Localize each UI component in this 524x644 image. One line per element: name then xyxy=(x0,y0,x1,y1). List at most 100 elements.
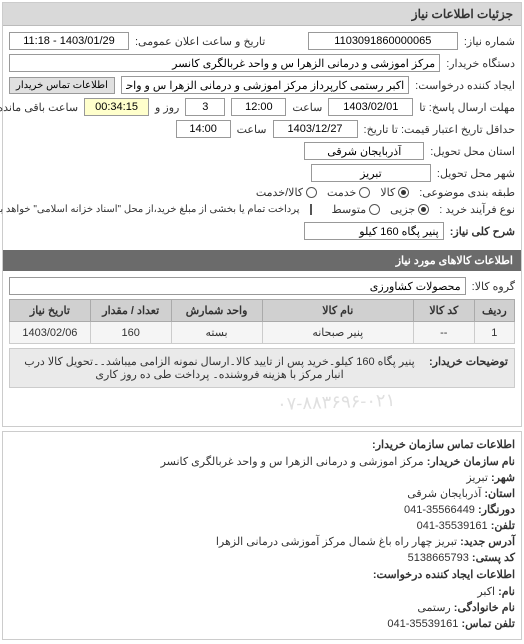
buy-small-label: جزیی xyxy=(390,203,415,216)
row-valid: حداقل تاریخ اعتبار قیمت: تا تاریخ: ساعت xyxy=(9,120,515,138)
row-request-no: شماره نیاز: تاریخ و ساعت اعلان عمومی: xyxy=(9,32,515,50)
contact-surname-label: نام خانوادگی: xyxy=(454,602,515,614)
table-header-cell: ردیف xyxy=(474,300,514,322)
contact-city-label: شهر: xyxy=(491,472,515,484)
contact-fax-label: دورنگار: xyxy=(478,504,515,516)
contact-surname-line: نام خانوادگی: رستمی xyxy=(9,601,515,614)
contact-org: مرکز اموزشی و درمانی الزهرا س و واحد غرب… xyxy=(161,456,424,468)
row-subject-class: طبقه بندی موضوعی: کالا خدمت کالا/خدمت xyxy=(9,186,515,199)
contact-address-label: آدرس جدید: xyxy=(460,536,515,548)
table-body: 1--پنیر صبحانهبسته1601403/02/06 xyxy=(10,322,515,344)
deadline-date-input[interactable] xyxy=(328,98,413,116)
buy-med-label: متوسط xyxy=(332,203,367,216)
buyer-org-label: دستگاه خریدار: xyxy=(446,57,515,70)
table-cell: -- xyxy=(414,322,475,344)
radio-kala-khadamat[interactable]: کالا/خدمت xyxy=(256,186,317,199)
contact-postal-label: کد پستی: xyxy=(472,552,515,564)
creator-title: اطلاعات ایجاد کننده درخواست: xyxy=(9,568,515,581)
row-buyer-org: دستگاه خریدار: xyxy=(9,54,515,72)
creator-label: ایجاد کننده درخواست: xyxy=(415,79,515,92)
table-cell: 1 xyxy=(474,322,514,344)
radio-khadamat-label: خدمت xyxy=(327,186,356,199)
row-creator: ایجاد کننده درخواست: اطلاعات تماس خریدار xyxy=(9,76,515,94)
contact-province: آذربایجان شرقی xyxy=(407,488,481,500)
desc-block: توضیحات خریدار: پنیر پگاه 160 کیلو۔خرید … xyxy=(9,348,515,388)
deadline-hour-input[interactable] xyxy=(231,98,286,116)
contact-address: تبریز چهار راه باغ شمال مرکز آموزشی درما… xyxy=(216,536,457,548)
main-panel: جزئیات اطلاعات نیاز شماره نیاز: تاریخ و … xyxy=(2,2,522,427)
radio-buy-med[interactable]: متوسط xyxy=(332,203,381,216)
table-header-cell: کد کالا xyxy=(414,300,475,322)
table-header-cell: تعداد / مقدار xyxy=(90,300,171,322)
table-cell: بسته xyxy=(171,322,262,344)
valid-label: حداقل تاریخ اعتبار قیمت: تا تاریخ: xyxy=(364,123,515,136)
row-need-title: شرح کلی نیاز: xyxy=(9,222,515,240)
contact-org-line: نام سازمان خریدار: مرکز اموزشی و درمانی … xyxy=(9,455,515,468)
contact-phone: 35539161-041 xyxy=(417,520,488,532)
contact-phone-label: تلفن: xyxy=(491,520,515,532)
contact-phone2-label: تلفن تماس: xyxy=(461,618,515,630)
group-input[interactable] xyxy=(9,277,466,295)
panel-title: جزئیات اطلاعات نیاز xyxy=(3,3,521,26)
items-body: گروه کالا: ردیفکد کالانام کالاواحد شمارش… xyxy=(3,271,521,426)
contact-address-line: آدرس جدید: تبریز چهار راه باغ شمال مرکز … xyxy=(9,535,515,548)
contact-name-line: نام: اکبر xyxy=(9,585,515,598)
pay-checkbox[interactable] xyxy=(310,204,312,215)
contact-fax-line: دورنگار: 35566449-041 xyxy=(9,503,515,516)
watermark-area: ۰۷-۸۸۳۶۹۶-۰۲۱ xyxy=(9,388,515,420)
buyer-org-input[interactable] xyxy=(9,54,440,72)
desc-label: توضیحات خریدار: xyxy=(423,355,508,381)
valid-hour-label: ساعت xyxy=(237,123,267,136)
row-buy-type: نوع فرآیند خرید : جزیی متوسط پرداخت تمام… xyxy=(9,203,515,216)
contact-fax: 35566449-041 xyxy=(404,504,475,516)
deadline-hour-label: ساعت xyxy=(292,101,322,114)
radio-kala-khadamat-label: کالا/خدمت xyxy=(256,186,303,199)
valid-date-input[interactable] xyxy=(273,120,358,138)
radio-kala[interactable]: کالا xyxy=(380,186,409,199)
radio-dot-icon xyxy=(418,204,429,215)
contact-surname: رستمی xyxy=(417,602,450,614)
contact-city: تبریز xyxy=(466,472,488,484)
contact-block: اطلاعات تماس سازمان خریدار: نام سازمان خ… xyxy=(2,431,522,640)
radio-dot-icon xyxy=(306,187,317,198)
desc-text: پنیر پگاه 160 کیلو۔خرید پس از تایید کالا… xyxy=(16,355,423,381)
row-province: استان محل تحویل: xyxy=(9,142,515,160)
city-label: شهر محل تحویل: xyxy=(437,167,515,180)
contact-postal-line: کد پستی: 5138665793 xyxy=(9,551,515,564)
contact-phone2-line: تلفن تماس: 35539161-041 xyxy=(9,617,515,630)
remain-time-label: ساعت باقی مانده xyxy=(0,101,78,114)
row-city: شهر محل تحویل: xyxy=(9,164,515,182)
public-time-input[interactable] xyxy=(9,32,129,50)
request-no-label: شماره نیاز: xyxy=(464,35,515,48)
radio-buy-small[interactable]: جزیی xyxy=(390,203,429,216)
table-cell: 1403/02/06 xyxy=(10,322,91,344)
city-input[interactable] xyxy=(311,164,431,182)
creator-input[interactable] xyxy=(121,76,409,94)
items-header: اطلاعات کالاهای مورد نیاز xyxy=(3,250,521,271)
row-group: گروه کالا: xyxy=(9,277,515,295)
subject-class-label: طبقه بندی موضوعی: xyxy=(419,186,515,199)
table-header-cell: نام کالا xyxy=(262,300,414,322)
table-cell: پنیر صبحانه xyxy=(262,322,414,344)
need-title-input[interactable] xyxy=(304,222,444,240)
watermark-text: ۰۷-۸۸۳۶۹۶-۰۲۱ xyxy=(276,390,395,415)
contact-org-label: نام سازمان خریدار: xyxy=(427,456,515,468)
radio-khadamat[interactable]: خدمت xyxy=(327,186,370,199)
need-title-label: شرح کلی نیاز: xyxy=(450,225,515,238)
panel-body: شماره نیاز: تاریخ و ساعت اعلان عمومی: دس… xyxy=(3,26,521,250)
request-no-input[interactable] xyxy=(308,32,458,50)
radio-dot-icon xyxy=(369,204,380,215)
contact-postal: 5138665793 xyxy=(408,552,469,564)
row-deadline: مهلت ارسال پاسخ: تا ساعت روز و ساعت باقی… xyxy=(9,98,515,116)
table-header-cell: تاریخ نیاز xyxy=(10,300,91,322)
province-input[interactable] xyxy=(304,142,424,160)
valid-hour-input[interactable] xyxy=(176,120,231,138)
group-label: گروه کالا: xyxy=(472,280,515,293)
radio-dot-icon xyxy=(359,187,370,198)
contact-phone2: 35539161-041 xyxy=(387,618,458,630)
contact-title: اطلاعات تماس سازمان خریدار: xyxy=(9,438,515,451)
remain-day-input[interactable] xyxy=(185,98,225,116)
remain-time-input[interactable] xyxy=(84,98,149,116)
contact-province-label: استان: xyxy=(484,488,515,500)
buyer-contact-button[interactable]: اطلاعات تماس خریدار xyxy=(9,77,115,94)
